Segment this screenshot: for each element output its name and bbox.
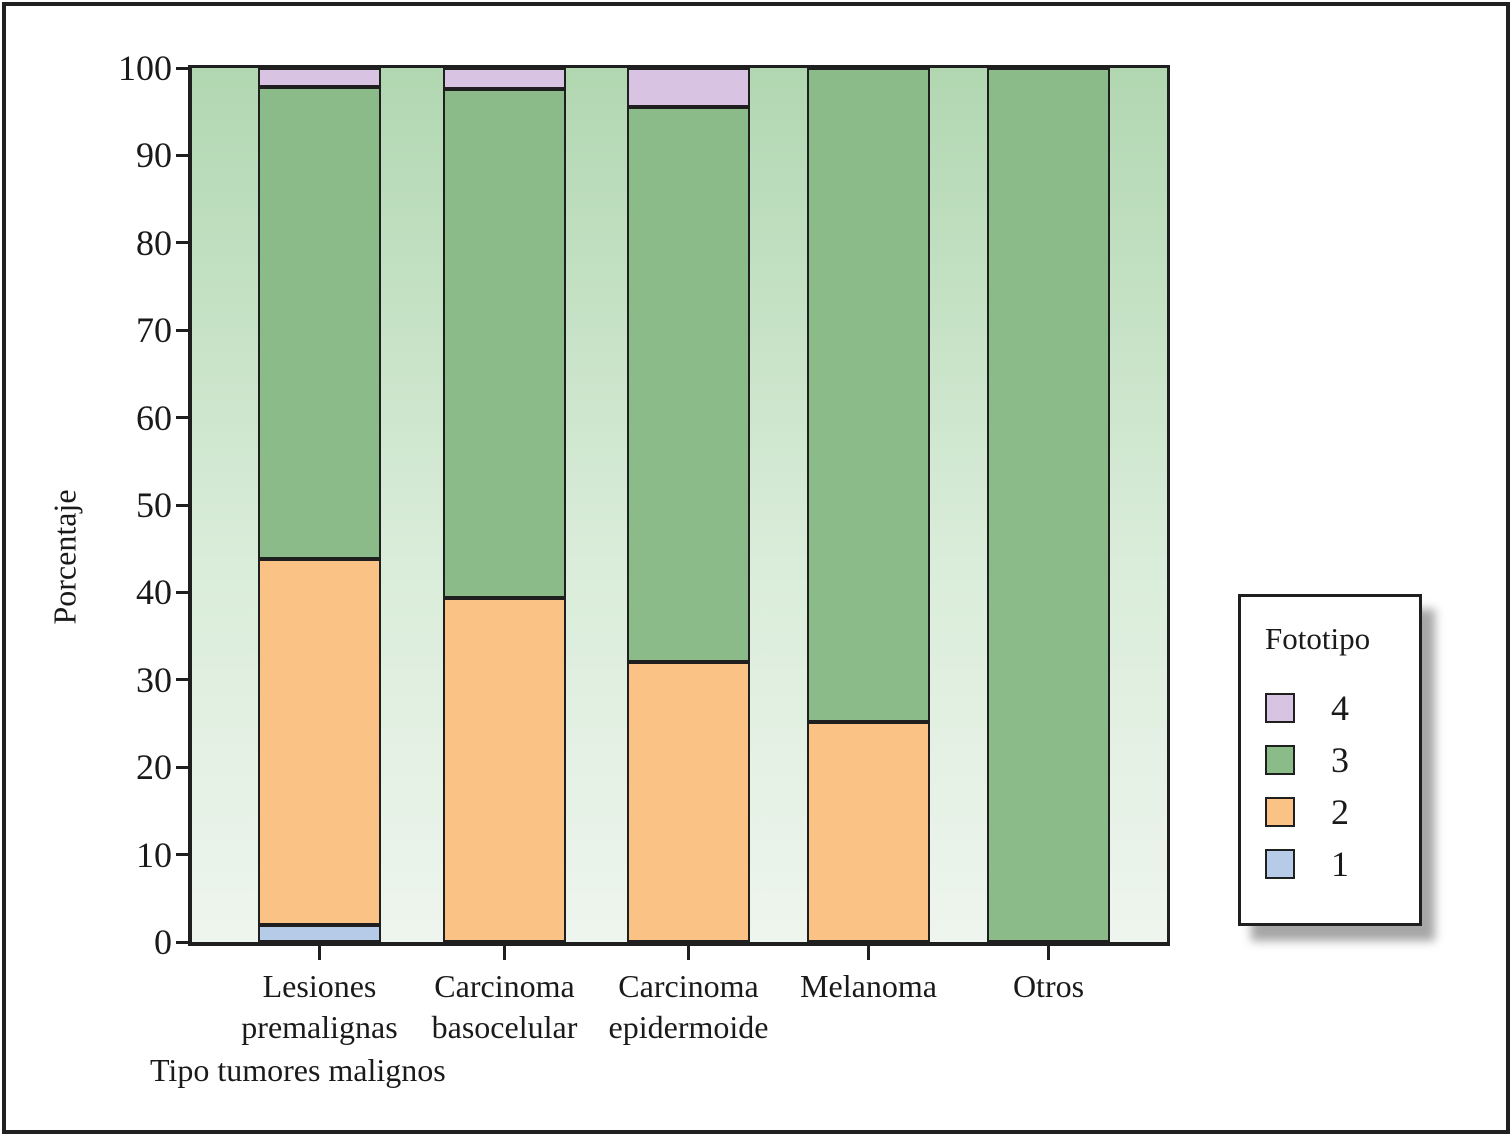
x-tick-label-line: Melanoma: [800, 968, 937, 1004]
y-tick-label: 50: [136, 485, 172, 525]
legend-swatch: [1265, 745, 1295, 775]
bar-segment: [627, 68, 750, 108]
bar-segment: [443, 68, 566, 89]
legend-swatch: [1265, 849, 1295, 879]
y-tick-label: 20: [136, 747, 172, 788]
legend: Fototipo 4 3 2 1: [1238, 594, 1422, 926]
x-axis-title: Tipo tumores malignos: [150, 1052, 446, 1088]
x-tick-label: Melanoma: [729, 966, 1009, 1007]
bar-segment: [258, 68, 381, 88]
x-tick-label: Carcinoma epidermoide: [549, 966, 829, 1048]
legend-entry-label: 2: [1331, 792, 1349, 832]
bar-segment: [807, 721, 930, 942]
y-tick-label: 10: [136, 834, 172, 875]
legend-entry-label: 1: [1331, 844, 1349, 884]
legend-entry-label: 4: [1331, 688, 1349, 728]
x-tick: [867, 946, 870, 960]
x-tick-label-line: Carcinoma: [618, 968, 759, 1004]
legend-entry: 4: [1265, 688, 1419, 728]
bar-segment: [443, 597, 566, 942]
legend-swatch: [1265, 797, 1295, 827]
x-tick-label-line: Lesiones: [262, 968, 377, 1004]
x-tick: [687, 946, 690, 960]
y-tick: [176, 416, 192, 420]
y-tick: [176, 503, 192, 507]
bar-segment: [627, 662, 750, 942]
y-tick: [176, 765, 192, 769]
y-tick: [176, 241, 192, 245]
y-tick-label: 40: [136, 572, 172, 613]
y-tick: [176, 328, 192, 332]
bar-segment: [987, 68, 1110, 942]
plot-area: 0 10 20 30 40 50 60 70 80 90 100 Lesiones premaligna…: [118, 49, 1170, 1045]
x-tick-label: Carcinoma basocelular: [365, 966, 645, 1048]
x-tick-label-line: basocelular: [431, 1009, 578, 1045]
y-tick-label: 70: [136, 310, 172, 351]
legend-entry: 1: [1265, 844, 1419, 884]
legend-entries: 4 3 2 1: [1265, 688, 1419, 884]
y-tick-label: 60: [136, 397, 172, 438]
y-tick: [176, 153, 192, 157]
y-tick-label: 0: [154, 922, 172, 962]
y-tick: [176, 940, 192, 944]
x-tick: [503, 946, 506, 960]
bar-segment: [627, 107, 750, 663]
y-tick-label: 80: [136, 222, 172, 263]
y-axis-title: Porcentaje: [46, 489, 83, 625]
x-tick-label-line: epidermoide: [608, 1009, 769, 1045]
bar-segment: [258, 559, 381, 925]
legend-swatch: [1265, 693, 1295, 723]
y-tick: [176, 678, 192, 682]
legend-entry-label: 3: [1331, 740, 1349, 780]
x-tick-label-line: Otros: [1012, 968, 1085, 1004]
legend-entry: 3: [1265, 740, 1419, 780]
y-tick-label: 30: [136, 659, 172, 700]
bar-segment: [258, 924, 381, 942]
y-tick: [176, 853, 192, 857]
y-tick: [176, 590, 192, 594]
legend-title: Fototipo: [1265, 621, 1371, 656]
x-tick-label: Otros: [909, 966, 1189, 1007]
y-tick: [176, 66, 192, 70]
bar-segment: [443, 89, 566, 598]
y-tick-label: 100: [118, 48, 172, 88]
x-tick-label-line: premalignas: [241, 1009, 398, 1045]
bar-segment: [258, 87, 381, 560]
x-tick: [1047, 946, 1050, 960]
bar-segment: [807, 68, 930, 722]
y-tick-label: 90: [136, 135, 172, 176]
x-tick: [318, 946, 321, 960]
x-tick-label: Lesiones premalignas: [180, 966, 460, 1048]
legend-entry: 2: [1265, 792, 1419, 832]
x-tick-label-line: Carcinoma: [434, 968, 575, 1004]
